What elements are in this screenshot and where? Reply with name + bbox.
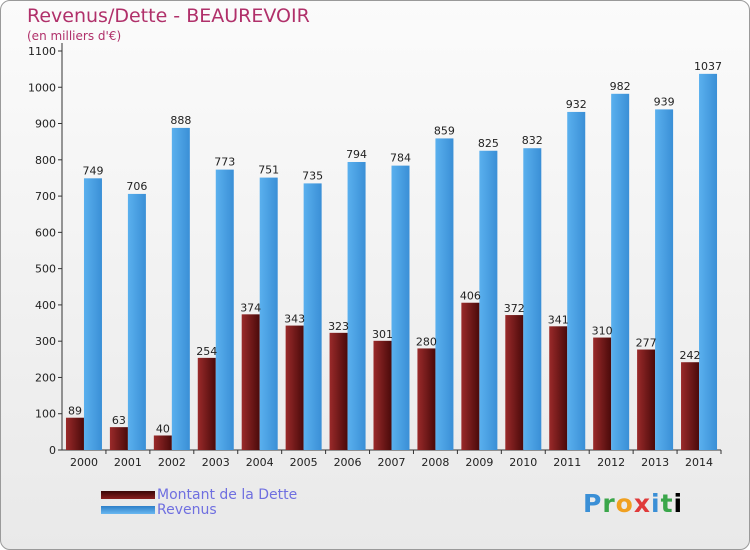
legend-swatch-dette <box>101 490 155 499</box>
bar-dette <box>461 302 480 450</box>
x-tick-label: 2001 <box>114 456 142 469</box>
bar-dette <box>285 325 304 450</box>
data-label-dette: 341 <box>548 313 569 326</box>
proxiti-logo: Proxiti <box>583 489 684 518</box>
data-label-revenus: 832 <box>522 134 543 147</box>
chart-title: Revenus/Dette - BEAUREVOIR <box>27 5 310 27</box>
legend-item-revenus: Revenus <box>101 501 297 518</box>
y-tick-label: 700 <box>35 190 56 203</box>
data-label-revenus: 932 <box>566 98 587 111</box>
data-label-revenus: 735 <box>302 169 323 182</box>
y-tick-label: 0 <box>49 444 56 457</box>
data-label-dette: 63 <box>112 414 126 427</box>
data-label-revenus: 859 <box>434 124 455 137</box>
data-label-dette: 301 <box>372 328 393 341</box>
data-label-revenus: 773 <box>214 156 235 169</box>
bar-revenus <box>435 138 454 450</box>
data-label-revenus: 706 <box>126 180 147 193</box>
y-tick-label: 800 <box>35 154 56 167</box>
bar-dette <box>109 427 128 450</box>
x-tick-label: 2010 <box>509 456 537 469</box>
bar-revenus <box>655 109 674 450</box>
bar-dette <box>373 340 392 450</box>
data-label-dette: 343 <box>284 313 305 326</box>
bar-revenus <box>523 148 542 450</box>
data-label-revenus: 749 <box>82 164 103 177</box>
data-label-dette: 89 <box>68 405 82 418</box>
x-tick-label: 2002 <box>158 456 186 469</box>
data-label-dette: 254 <box>196 345 217 358</box>
x-tick-label: 2003 <box>202 456 230 469</box>
data-label-revenus: 784 <box>390 152 411 165</box>
data-label-dette: 374 <box>240 301 261 314</box>
y-tick-label: 300 <box>35 335 56 348</box>
y-tick-label: 500 <box>35 263 56 276</box>
x-tick-label: 2009 <box>465 456 493 469</box>
legend: Montant de la Dette Revenus <box>101 486 298 518</box>
bar-revenus <box>83 178 102 451</box>
data-label-dette: 277 <box>636 337 657 350</box>
data-label-dette: 242 <box>680 349 701 362</box>
bar-revenus <box>127 193 146 450</box>
bar-revenus <box>215 169 234 450</box>
data-label-revenus: 888 <box>170 114 191 127</box>
y-tick-label: 600 <box>35 226 56 239</box>
bar-revenus <box>347 161 366 450</box>
bar-revenus <box>171 127 190 450</box>
data-label-dette: 280 <box>416 335 437 348</box>
x-tick-label: 2005 <box>290 456 318 469</box>
data-label-dette: 372 <box>504 302 525 315</box>
bar-dette <box>505 315 524 450</box>
data-label-revenus: 751 <box>258 164 279 177</box>
chart-subtitle: (en milliers d'€) <box>27 29 122 43</box>
x-tick-label: 2012 <box>597 456 625 469</box>
bar-revenus <box>303 183 322 451</box>
bar-revenus <box>567 111 586 451</box>
bar-revenus <box>611 93 630 450</box>
bar-dette <box>681 362 700 450</box>
bar-dette <box>153 435 172 450</box>
y-tick-label: 1000 <box>28 81 56 94</box>
data-label-revenus: 939 <box>654 95 675 108</box>
y-tick-label: 1100 <box>28 45 56 58</box>
data-label-revenus: 1037 <box>694 60 722 73</box>
x-tick-label: 2013 <box>641 456 669 469</box>
bar-revenus <box>699 73 718 451</box>
y-tick-label: 100 <box>35 408 56 421</box>
y-tick-label: 200 <box>35 371 56 384</box>
x-tick-label: 2014 <box>685 456 713 469</box>
data-label-dette: 310 <box>592 325 613 338</box>
legend-label-revenus: Revenus <box>157 501 217 518</box>
legend-item-dette: Montant de la Dette <box>101 486 298 503</box>
bar-dette <box>197 357 216 450</box>
bar-dette <box>329 332 348 450</box>
data-label-revenus: 825 <box>478 137 499 150</box>
bar-dette <box>593 337 612 450</box>
x-tick-label: 2004 <box>246 456 274 469</box>
data-label-dette: 40 <box>156 422 170 435</box>
y-tick-label: 900 <box>35 118 56 131</box>
bar-dette <box>637 349 656 450</box>
legend-swatch-revenus <box>101 505 155 514</box>
data-label-dette: 406 <box>460 290 481 303</box>
bar-revenus <box>479 150 498 450</box>
y-tick-label: 400 <box>35 299 56 312</box>
bar-dette <box>417 348 436 450</box>
bar-dette <box>65 417 84 450</box>
bar-dette <box>549 326 568 450</box>
x-tick-label: 2007 <box>378 456 406 469</box>
bar-revenus <box>259 177 278 451</box>
data-label-revenus: 982 <box>610 80 631 93</box>
x-tick-label: 2011 <box>553 456 581 469</box>
data-label-dette: 323 <box>328 320 349 333</box>
legend-label-dette: Montant de la Dette <box>157 486 298 503</box>
x-tick-label: 2006 <box>334 456 362 469</box>
x-tick-label: 2008 <box>421 456 449 469</box>
x-tick-label: 2000 <box>70 456 98 469</box>
data-label-revenus: 794 <box>346 148 367 161</box>
bar-revenus <box>391 165 410 450</box>
bar-dette <box>241 314 260 450</box>
